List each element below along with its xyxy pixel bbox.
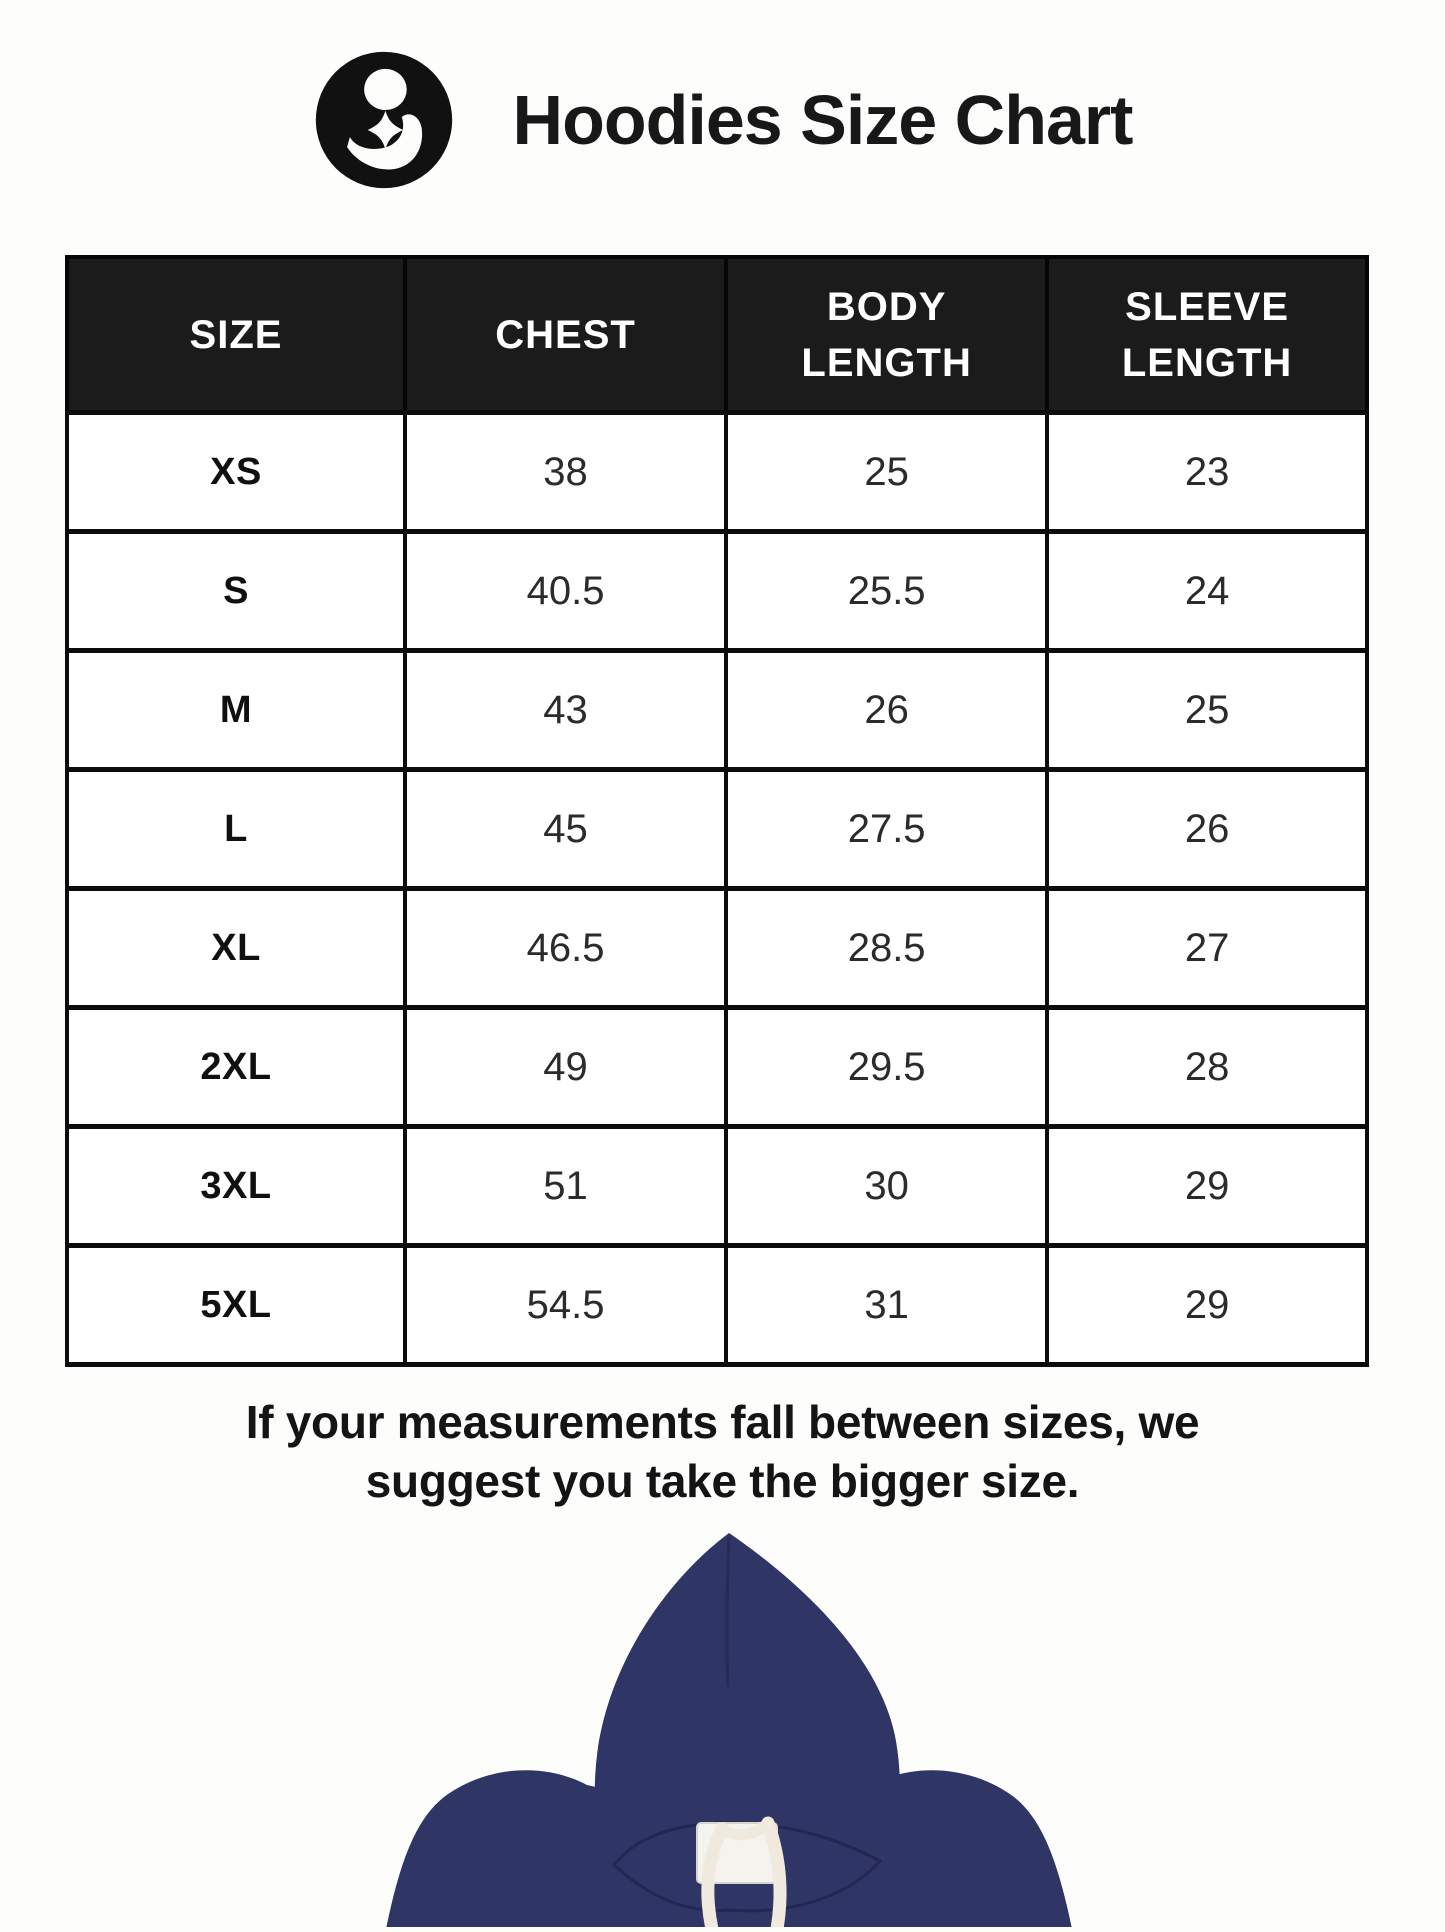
table-row: 5XL 54.5 31 29 — [65, 1243, 1369, 1367]
size-table-header: SIZE CHEST BODY LENGTH SLEEVE LENGTH — [65, 255, 1369, 415]
chest-cell: 40.5 — [402, 529, 729, 653]
chest-cell: 51 — [402, 1124, 729, 1248]
sizing-note-line2: suggest you take the bigger size. — [365, 1454, 1080, 1507]
sleeve-length-cell: 28 — [1045, 1005, 1369, 1129]
brand-logo-icon — [315, 51, 452, 189]
size-cell: S — [65, 529, 407, 653]
sleeve-length-cell: 25 — [1045, 648, 1369, 772]
chest-cell: 54.5 — [402, 1243, 729, 1367]
sizing-note-line1: If your measurements fall between sizes,… — [245, 1396, 1200, 1448]
table-row: M 43 26 25 — [65, 648, 1369, 772]
size-cell: 2XL — [65, 1005, 407, 1129]
body-length-cell: 30 — [724, 1124, 1050, 1248]
sleeve-length-cell: 29 — [1045, 1243, 1369, 1367]
chest-cell: 38 — [402, 410, 729, 534]
size-cell: M — [65, 648, 407, 772]
table-row: S 40.5 25.5 24 — [65, 529, 1369, 653]
navy-hoodie-illustration — [386, 1533, 1072, 1932]
body-length-cell: 28.5 — [724, 886, 1050, 1010]
size-cell: XS — [65, 410, 407, 534]
body-length-cell: 27.5 — [724, 767, 1050, 891]
body-length-cell: 29.5 — [724, 1005, 1050, 1129]
size-cell: 3XL — [65, 1124, 407, 1248]
size-table: SIZE CHEST BODY LENGTH SLEEVE LENGTH XS … — [65, 255, 1369, 1367]
table-row: 3XL 51 30 29 — [65, 1124, 1369, 1248]
body-length-cell: 25.5 — [724, 529, 1050, 653]
chest-cell: 49 — [402, 1005, 729, 1129]
column-header-chest: CHEST — [402, 255, 729, 415]
sleeve-length-cell: 24 — [1045, 529, 1369, 653]
sleeve-length-cell: 27 — [1045, 886, 1369, 1010]
header-row: SIZE CHEST BODY LENGTH SLEEVE LENGTH — [65, 255, 1369, 415]
body-length-cell: 31 — [724, 1243, 1050, 1367]
body-length-cell: 26 — [724, 648, 1050, 772]
sleeve-length-cell: 23 — [1045, 410, 1369, 534]
sleeve-length-cell: 26 — [1045, 767, 1369, 891]
table-row: 2XL 49 29.5 28 — [65, 1005, 1369, 1129]
header: Hoodies Size Chart — [0, 0, 1445, 240]
size-cell: 5XL — [65, 1243, 407, 1367]
body-length-cell: 25 — [724, 410, 1050, 534]
column-header-body-length: BODY LENGTH — [724, 255, 1050, 415]
hoodie-photo — [372, 1517, 1072, 1932]
sizing-note: If your measurements fall between sizes,… — [0, 1393, 1445, 1511]
table-row: L 45 27.5 26 — [65, 767, 1369, 891]
column-header-size: SIZE — [65, 255, 407, 415]
chest-cell: 43 — [402, 648, 729, 772]
page-title: Hoodies Size Chart — [512, 81, 1134, 159]
chest-cell: 45 — [402, 767, 729, 891]
sleeve-length-cell: 29 — [1045, 1124, 1369, 1248]
column-header-sleeve-length: SLEEVE LENGTH — [1045, 255, 1369, 415]
table-row: XL 46.5 28.5 27 — [65, 886, 1369, 1010]
table-row: XS 38 25 23 — [65, 410, 1369, 534]
size-cell: L — [65, 767, 407, 891]
chest-cell: 46.5 — [402, 886, 729, 1010]
size-cell: XL — [65, 886, 407, 1010]
